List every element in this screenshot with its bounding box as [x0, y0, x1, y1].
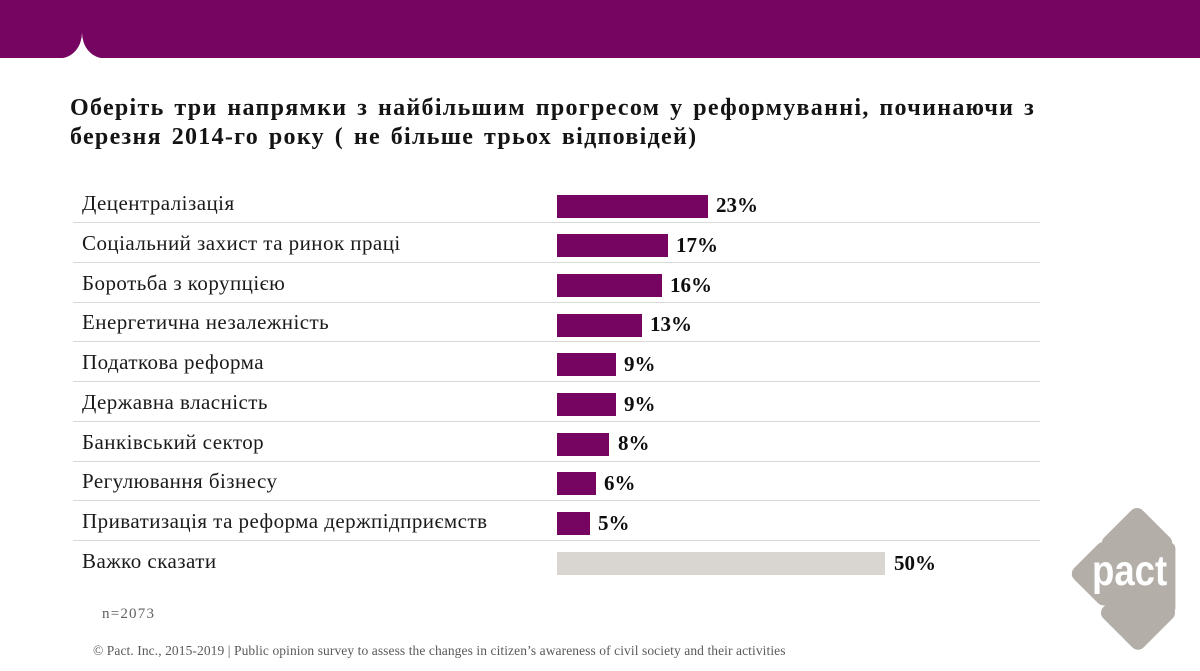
svg-text:pact: pact	[1092, 547, 1167, 594]
